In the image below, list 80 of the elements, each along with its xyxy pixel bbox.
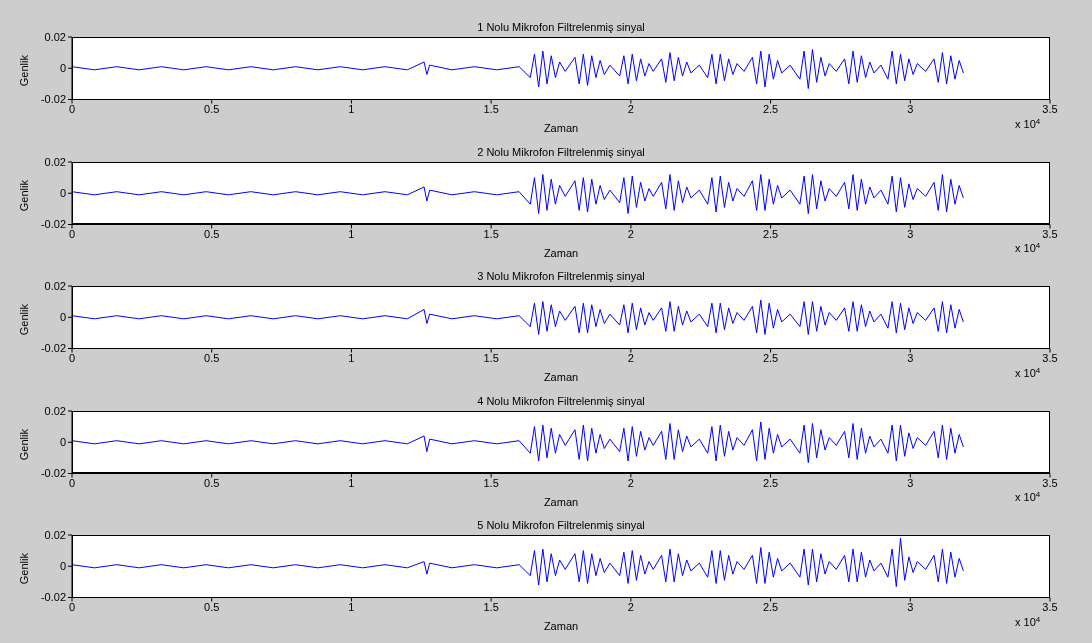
x-axis-title: Zaman	[543, 370, 579, 383]
text: x 10$^{4}$	[1015, 240, 1041, 254]
x-tick-label: 0	[68, 601, 76, 614]
chart-title: 5 Nolu Mikrofon Filtrelenmiş sinyal	[476, 519, 646, 531]
y-axis-title: Genlik	[17, 303, 30, 336]
text: x 10$^{4}$	[1015, 365, 1041, 379]
x-tick-label: 3.5	[1042, 103, 1058, 116]
x-tick-label: 1	[348, 601, 355, 614]
x-tick-label: 2	[627, 601, 634, 614]
x-tick-label: 1.5	[483, 103, 499, 116]
x-tick-label: 3.5	[1042, 227, 1058, 240]
x-tick-label: 2.5	[762, 352, 779, 365]
y-tick-label: -0.02	[40, 591, 66, 604]
x-tick-label: 3.5	[1042, 352, 1058, 365]
y-tick-label: 0.02	[44, 155, 66, 168]
x-tick-label: 2	[627, 103, 634, 116]
y-tick-label: -0.02	[40, 217, 66, 230]
text: x 10$^{4}$	[1015, 489, 1041, 503]
x-axis-title: Zaman	[543, 619, 579, 632]
y-tick-label: 0	[59, 560, 66, 573]
x-tick-label: 0.5	[204, 103, 220, 116]
y-axis-title: Genlik	[17, 179, 30, 211]
x-tick-label: 1.5	[483, 476, 499, 489]
y-tick-label: -0.02	[40, 342, 66, 355]
x-tick-label: 2.5	[762, 103, 779, 116]
x-tick-label: 2	[627, 476, 634, 489]
line-series	[72, 537, 964, 588]
chart-title: 2 Nolu Mikrofon Filtrelenmiş sinyal	[476, 145, 646, 158]
text: x 10$^{4}$	[1015, 614, 1041, 628]
x-tick-label: 0	[68, 227, 76, 240]
y-axis-title: Genlik	[17, 428, 30, 460]
y-tick-label: -0.02	[40, 93, 66, 106]
x-tick-label: 2.5	[762, 601, 779, 614]
x-axis-title: Zaman	[543, 246, 579, 258]
line-series	[72, 420, 964, 463]
chart-title: 4 Nolu Mikrofon Filtrelenmiş sinyal	[476, 394, 646, 407]
chart-title: 1 Nolu Mikrofon Filtrelenmiş sinyal	[476, 21, 646, 33]
x-tick-label: 3	[907, 227, 914, 240]
y-tick-label: 0.02	[44, 279, 66, 292]
x-axis-title: Zaman	[543, 121, 579, 134]
x-tick-label: 0.5	[204, 601, 220, 614]
x-tick-label: 0.5	[204, 227, 220, 240]
x-tick-label: 2.5	[762, 476, 779, 489]
chart-title: 3 Nolu Mikrofon Filtrelenmiş sinyal	[476, 270, 646, 282]
line-series	[72, 173, 964, 214]
x-tick-label: 2.5	[762, 227, 779, 240]
y-axis-title: Genlik	[17, 552, 30, 585]
x-tick-label: 1.5	[483, 227, 499, 240]
x-tick-label: 3	[907, 352, 914, 365]
x-tick-label: 0.5	[204, 476, 220, 489]
x-tick-label: 2	[627, 352, 634, 365]
y-tick-label: 0.02	[44, 404, 66, 417]
x-tick-label: 3	[907, 476, 914, 489]
line-series	[72, 49, 964, 90]
y-axis-title: Genlik	[17, 54, 30, 87]
x-tick-label: 3	[907, 601, 914, 614]
y-tick-label: 0	[59, 435, 66, 448]
x-tick-label: 1.5	[483, 601, 499, 614]
x-tick-label: 3.5	[1042, 476, 1058, 489]
x-tick-label: 3.5	[1042, 601, 1058, 614]
text: x 10$^{4}$	[1015, 116, 1041, 130]
x-axis-title: Zaman	[543, 495, 579, 507]
y-tick-label: 0	[59, 62, 66, 75]
x-tick-label: 0	[68, 103, 76, 116]
line-series	[72, 299, 964, 335]
x-tick-label: 0	[68, 352, 76, 365]
x-tick-label: 1	[348, 103, 355, 116]
y-tick-label: 0	[59, 186, 66, 199]
x-tick-label: 1	[348, 227, 355, 240]
y-tick-label: -0.02	[40, 466, 66, 479]
x-tick-label: 2	[627, 227, 634, 240]
x-tick-label: 1	[348, 476, 355, 489]
y-tick-label: 0.02	[44, 30, 66, 43]
x-tick-label: 0.5	[204, 352, 220, 365]
y-tick-label: 0	[59, 311, 66, 324]
y-tick-label: 0.02	[44, 528, 66, 541]
x-tick-label: 3	[907, 103, 914, 116]
x-tick-label: 1.5	[483, 352, 499, 365]
x-tick-label: 1	[348, 352, 355, 365]
x-tick-label: 0	[68, 476, 76, 489]
